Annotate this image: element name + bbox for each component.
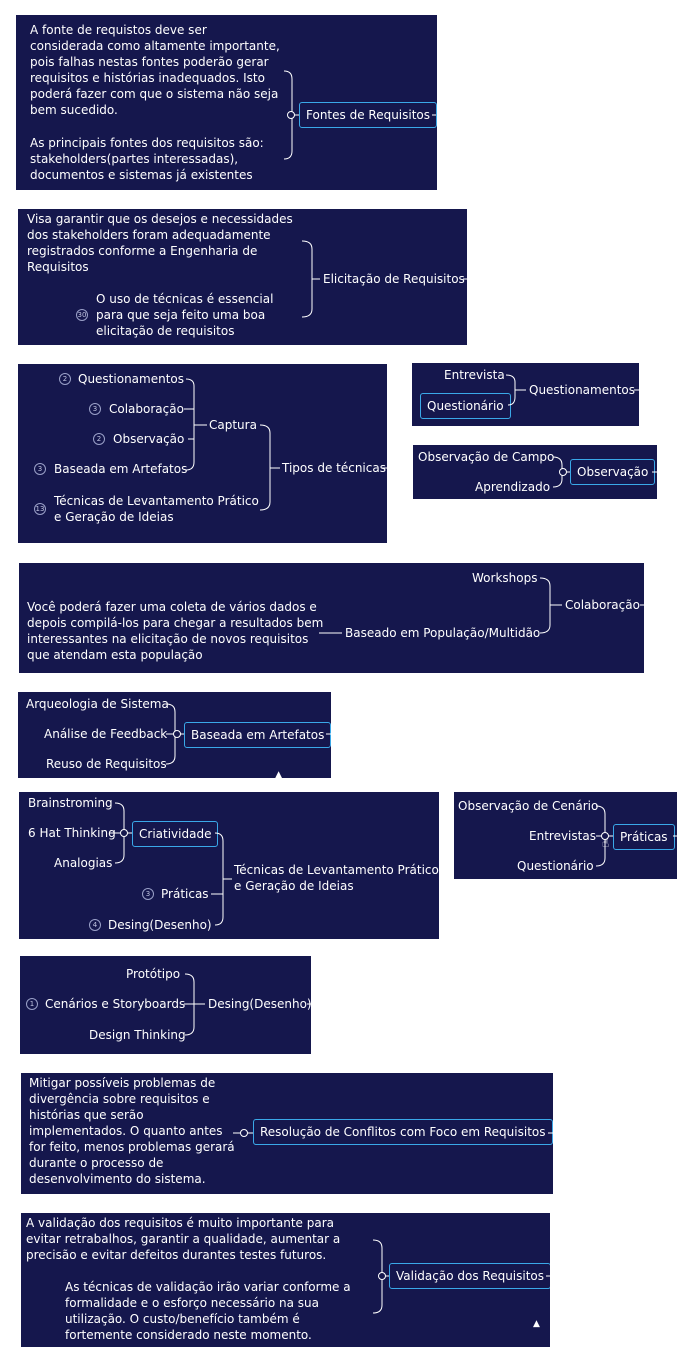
item-observacao[interactable]: Observação [113,432,185,446]
child-aprendizado[interactable]: Aprendizado [475,480,551,494]
panel-desing: Protótipo 1 Cenários e Storyboards Desig… [20,956,311,1054]
praticas-connectors [595,805,677,867]
arrow-cursor-icon: ▲ [533,1319,540,1329]
node-baseada-em-artefatos[interactable]: Baseada em Artefatos [184,722,331,748]
colaboracao-badge: 3 [89,403,101,415]
panel-questionamentos: Entrevista Questionário Questionamentos [412,363,639,426]
child-analogias[interactable]: Analogias [54,856,113,870]
node-resolucao-de-conflitos[interactable]: Resolução de Conflitos com Foco em Requi… [253,1119,553,1145]
node-praticas-ref[interactable]: Práticas [161,887,209,901]
observacao-connectors [552,456,657,488]
node-desing-desenho[interactable]: Desing(Desenho) [208,997,311,1011]
item-questionamentos[interactable]: Questionamentos [78,372,185,386]
child-design-thinking[interactable]: Design Thinking [89,1028,186,1042]
panel-baseada-em-artefatos: Arqueologia de Sistema Análise de Feedba… [18,692,331,778]
panel-tipos-de-tecnicas: 2 Questionamentos 3 Colaboração 2 Observ… [18,364,387,543]
child-entrevista[interactable]: Entrevista [444,368,505,382]
node-tecnicas-root[interactable]: Técnicas de Levantamento Prático e Geraç… [234,863,439,893]
fontes-description-1: A fonte de requistos deve ser considerad… [30,23,280,117]
elicitacao-description-1: Visa garantir que os desejos e necessida… [27,212,293,274]
mouse-cursor-icon: ▲ [274,768,284,778]
child-baseado-em-populacao[interactable]: Baseado em População/Multidão [345,626,541,640]
validacao-description-2: As técnicas de validação irão variar con… [65,1280,351,1342]
desing-connectors [184,973,311,1036]
node-questionamentos[interactable]: Questionamentos [529,383,636,397]
hand-cursor-icon: ☝ [602,836,610,850]
child-brainstroming[interactable]: Brainstroming [28,796,113,810]
node-colaboracao[interactable]: Colaboração [565,598,640,612]
cenarios-badge: 1 [26,998,38,1010]
child-analise-de-feedback[interactable]: Análise de Feedback [44,727,168,741]
node-questionario[interactable]: Questionário [420,393,511,419]
node-validacao-dos-requisitos[interactable]: Validação dos Requisitos [389,1263,550,1289]
fontes-connectors [283,70,437,160]
child-arqueologia-de-sistema[interactable]: Arqueologia de Sistema [26,697,169,711]
praticas-badge: 3 [142,888,154,900]
node-captura[interactable]: Captura [209,418,257,432]
colaboracao-connectors [319,577,644,634]
panel-colaboracao: Workshops Você poderá fazer uma coleta d… [19,563,644,673]
colaboracao-description: Você poderá fazer uma coleta de vários d… [27,600,324,662]
panel-elicitacao: Visa garantir que os desejos e necessida… [18,209,467,345]
artefatos-connectors [165,703,331,765]
panel-praticas: Observação de Cenário Entrevistas Questi… [454,792,677,879]
observacao-badge: 2 [93,433,105,445]
elicitacao-description-2: O uso de técnicas é essencial para que s… [96,292,274,338]
panel-observacao: Observação de Campo Aprendizado Observaç… [413,445,657,499]
node-praticas[interactable]: Práticas [613,824,675,850]
node-tipos-de-tecnicas[interactable]: Tipos de técnicas [282,461,386,475]
child-prototipo[interactable]: Protótipo [126,967,181,981]
elicitacao-badge: 30 [76,309,88,321]
questionamentos-badge: 2 [59,373,71,385]
tecnicas-connectors [109,802,232,926]
tipos-connectors [184,378,387,511]
questionamentos-connectors [505,374,639,406]
item-baseada-em-artefatos[interactable]: Baseada em Artefatos [54,462,188,476]
child-workshops[interactable]: Workshops [472,571,538,585]
fontes-description-2: As principais fontes dos requisitos são:… [30,136,264,182]
node-elicitacao-de-requisitos[interactable]: Elicitação de Requisitos [323,272,465,286]
child-questionario[interactable]: Questionário [517,859,594,873]
child-observacao-de-cenario[interactable]: Observação de Cenário [458,799,599,813]
resolucao-connectors [233,1129,553,1137]
child-entrevistas[interactable]: Entrevistas [529,829,596,843]
desing-badge: 4 [89,919,101,931]
node-criatividade[interactable]: Criatividade [132,821,219,847]
child-6-hat-thinking[interactable]: 6 Hat Thinking [28,826,116,840]
panel-validacao: A validação dos requisitos é muito impor… [21,1213,550,1347]
panel-fontes-de-requisitos: A fonte de requistos deve ser considerad… [16,15,437,190]
panel-resolucao-conflitos: Mitigar possíveis problemas de divergênc… [21,1073,553,1194]
child-observacao-de-campo[interactable]: Observação de Campo [418,450,555,464]
child-reuso-de-requisitos[interactable]: Reuso de Requisitos [46,757,167,771]
node-fontes-de-requisitos[interactable]: Fontes de Requisitos [299,102,437,128]
artefatos-badge: 3 [34,463,46,475]
item-colaboracao[interactable]: Colaboração [109,402,184,416]
resolucao-description: Mitigar possíveis problemas de divergênc… [29,1076,235,1186]
elicitacao-connectors [301,240,467,318]
node-desing-ref[interactable]: Desing(Desenho) [108,918,212,932]
tecnicas-badge: 13 [34,503,46,515]
panel-tecnicas-levantamento: Brainstroming 6 Hat Thinking Analogias C… [19,792,439,939]
validacao-connectors [372,1239,550,1314]
validacao-description-1: A validação dos requisitos é muito impor… [26,1216,341,1262]
child-cenarios-e-storyboards[interactable]: Cenários e Storyboards [45,997,186,1011]
item-tecnicas-levantamento[interactable]: Técnicas de Levantamento Prático e Geraç… [54,494,259,524]
